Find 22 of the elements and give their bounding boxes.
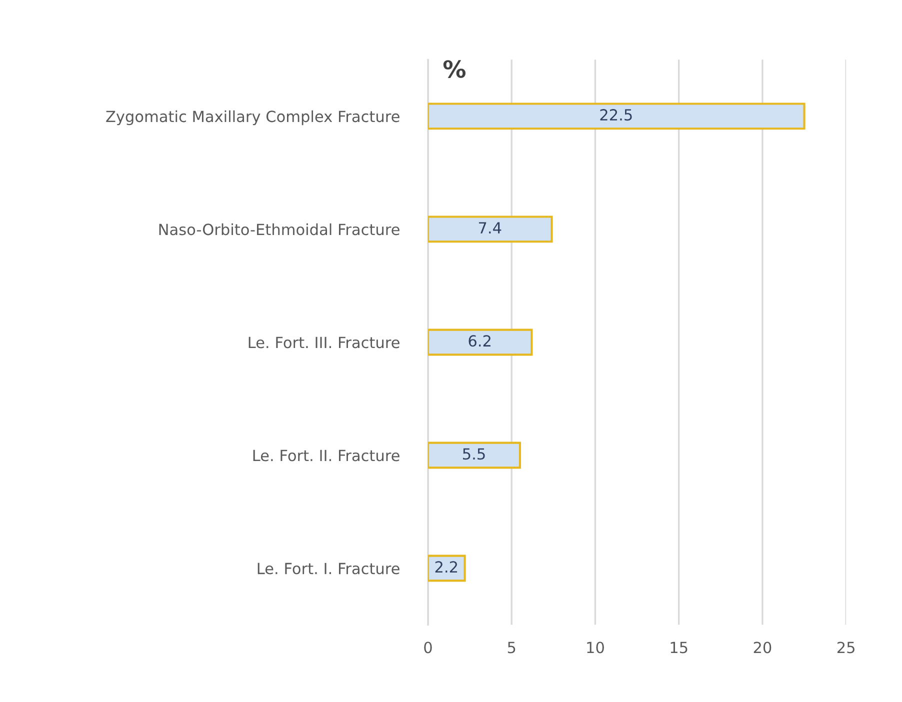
y-tick-label: Le. Fort. III. Fracture xyxy=(248,336,400,348)
data-label: 2.2 xyxy=(435,561,458,572)
bar xyxy=(428,554,466,582)
bar xyxy=(428,442,522,469)
data-label: 22.5 xyxy=(600,109,632,121)
x-tick-label: 0 xyxy=(424,642,432,654)
bar xyxy=(428,216,553,243)
data-label: 6.2 xyxy=(468,335,490,347)
y-tick-label: Naso-Orbito-Ethmoidal Fracture xyxy=(159,223,400,236)
data-label: 5.5 xyxy=(463,448,485,460)
chart-title: % xyxy=(443,60,466,78)
x-tick-label: 15 xyxy=(670,642,688,654)
y-tick-label: Le. Fort. II. Fracture xyxy=(253,450,400,462)
bar xyxy=(428,102,806,130)
data-label: 7.4 xyxy=(478,222,502,234)
x-tick-label: 5 xyxy=(508,642,516,654)
y-tick-label: Le. Fort. I. Fracture xyxy=(258,562,400,574)
x-tick-label: 20 xyxy=(754,642,772,654)
x-tick-label: 10 xyxy=(587,642,604,654)
bar xyxy=(428,328,533,356)
y-tick-label: Zygomatic Maxillary Complex Fracture xyxy=(106,110,400,126)
x-tick-label: 25 xyxy=(837,642,854,654)
